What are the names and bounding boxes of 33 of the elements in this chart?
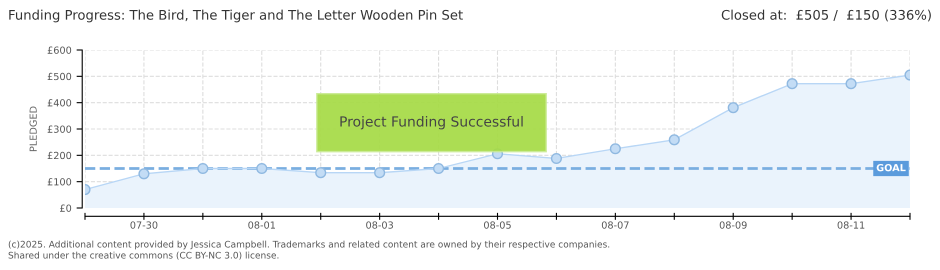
- point: [256, 162, 268, 174]
- ref-line-label: GOAL: [876, 164, 906, 172]
- y-axis-title: PLEDGED: [29, 106, 37, 152]
- point: [846, 78, 857, 90]
- point: [138, 168, 150, 180]
- x-tick-label: 08-03: [366, 221, 393, 229]
- annotation: Project Funding Successful: [340, 116, 523, 130]
- y-tick-label: £100: [48, 178, 72, 186]
- point: [786, 78, 798, 90]
- chart-title: Funding Progress: The Bird, The Tiger and The Letter Wooden Pin Set: [9, 10, 463, 22]
- y-tick-label: £200: [48, 152, 72, 160]
- x-tick-label: 08-11: [838, 221, 864, 229]
- chart-subtitle: Closed at: £505 / £150 (336%): [722, 10, 931, 22]
- y-tick-label: £300: [48, 125, 72, 133]
- text: Shared under the creative commons (CC BY-NC 3.0) license.: [8, 252, 278, 260]
- y-tick-label: £0: [60, 204, 72, 212]
- x-tick-label: 08-05: [484, 221, 511, 229]
- point: [197, 162, 208, 174]
- y-tick-label: £500: [48, 72, 72, 80]
- point: [433, 162, 444, 174]
- point: [374, 167, 386, 178]
- x-tick-label: 08-07: [602, 221, 629, 229]
- y-tick-label: £600: [48, 46, 72, 54]
- x-tick-label: 08-09: [720, 221, 747, 229]
- point: [610, 143, 621, 154]
- point: [550, 152, 562, 164]
- point: [728, 102, 739, 114]
- text: (c)2025. Additional content provided by Jessica Campbell. Trademarks and related content are owned by their respective companies.: [8, 240, 610, 250]
- point: [668, 134, 680, 146]
- x-tick-label: 08-01: [248, 221, 276, 229]
- y-tick-label: £400: [48, 99, 72, 106]
- x-tick-label: 07-30: [130, 221, 158, 229]
- point: [315, 167, 326, 178]
